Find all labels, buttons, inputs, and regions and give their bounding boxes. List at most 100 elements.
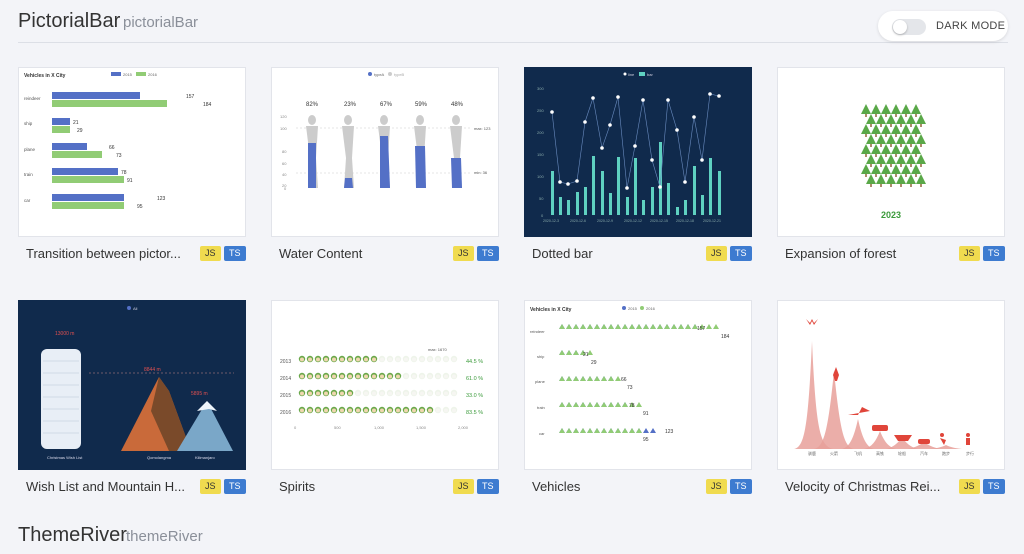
vehicle-icon [594, 402, 600, 407]
vehicle-icon [587, 402, 593, 407]
card-title[interactable]: Dotted bar [532, 246, 593, 261]
svg-text:2,000: 2,000 [458, 425, 469, 430]
js-badge[interactable]: JS [706, 246, 727, 261]
vehicle-icon [587, 428, 593, 433]
example-card-water-content[interactable]: typeA typeB 82% 23% 67% 59% 48% 120 100 … [271, 67, 499, 261]
tree-icon [896, 114, 906, 127]
vehicle-icon [608, 324, 614, 329]
ts-badge[interactable]: TS [730, 246, 752, 261]
card-title[interactable]: Expansion of forest [785, 246, 897, 261]
ts-badge[interactable]: TS [730, 479, 752, 494]
js-badge[interactable]: JS [453, 246, 474, 261]
card-title[interactable]: Water Content [279, 246, 363, 261]
vehicle-icon [559, 350, 565, 355]
example-card-transition[interactable]: Vehicles in X City 2015 2016 reindeer 15… [18, 67, 246, 261]
card-title[interactable]: Velocity of Christmas Rei... [785, 479, 941, 494]
svg-text:29: 29 [591, 360, 597, 366]
js-badge[interactable]: JS [200, 479, 221, 494]
ts-badge[interactable]: TS [983, 479, 1005, 494]
thumbnail[interactable]: 2023 [777, 67, 1005, 237]
example-card-wish-list[interactable]: All 13000 m 8844 m 5895 m Christmas Wish… [18, 300, 246, 494]
toggle-track[interactable] [892, 19, 926, 35]
js-badge[interactable]: JS [200, 246, 221, 261]
example-card-forest[interactable]: 2023 Expansion of forest JS TS [777, 67, 1005, 261]
tree-icon [876, 134, 886, 147]
svg-text:car: car [24, 198, 31, 203]
train-icon [872, 425, 888, 431]
vehicle-icon [573, 350, 579, 355]
svg-text:50: 50 [539, 196, 544, 201]
thumbnail[interactable]: 驯鹿 火箭 飞机 高铁 轮船 汽车 跑步 步行 [777, 300, 1005, 470]
svg-text:2015: 2015 [280, 393, 291, 399]
vehicle-icon [573, 428, 579, 433]
card-title[interactable]: Transition between pictor... [26, 246, 181, 261]
svg-text:83.5 %: 83.5 % [466, 410, 483, 416]
example-card-velocity[interactable]: 驯鹿 火箭 飞机 高铁 轮船 汽车 跑步 步行 Velocity of Chri… [777, 300, 1005, 494]
svg-text:59%: 59% [415, 102, 428, 108]
peak-reindeer [794, 341, 834, 449]
svg-text:ship: ship [537, 354, 545, 359]
svg-text:200: 200 [537, 130, 544, 135]
thumbnail[interactable]: Vehicles in X City 2015 2016 reindeer 15… [18, 67, 246, 237]
svg-text:汽车: 汽车 [920, 450, 928, 456]
vehicle-icon [650, 428, 656, 433]
ts-badge[interactable]: TS [224, 479, 246, 494]
tree-icon [866, 154, 876, 167]
svg-text:60: 60 [282, 161, 287, 166]
vehicle-icon [587, 376, 593, 381]
ts-badge[interactable]: TS [477, 479, 499, 494]
svg-text:typeB: typeB [394, 72, 405, 77]
tree-icon [871, 164, 881, 177]
svg-text:reindeer: reindeer [530, 329, 545, 334]
card-title[interactable]: Vehicles [532, 479, 581, 494]
tree-icon [881, 124, 891, 137]
example-card-spirits[interactable]: max: 1670 2013 2014 2015 2016 44.5 % 61.… [271, 300, 499, 494]
tree-icons [861, 104, 926, 187]
svg-text:reindeer: reindeer [24, 96, 41, 101]
vehicle-icon [559, 428, 565, 433]
section-subtitle: pictorialBar [123, 14, 199, 31]
tree-icon [861, 164, 871, 177]
vehicle-icon [573, 324, 579, 329]
tree-icon [891, 164, 901, 177]
example-card-vehicles[interactable]: Vehicles in X City 2015 2016 reindeer sh… [524, 300, 752, 494]
example-card-dotted-bar[interactable]: line bar 300 250 200 150 100 50 0 [524, 67, 752, 261]
js-badge[interactable]: JS [959, 479, 980, 494]
svg-text:Christmas Wish List: Christmas Wish List [47, 455, 83, 460]
vehicle-icon [615, 324, 621, 329]
section-title: PictorialBar [18, 10, 121, 32]
js-badge[interactable]: JS [453, 479, 474, 494]
card-title[interactable]: Wish List and Mountain H... [26, 479, 185, 494]
svg-text:All: All [133, 306, 138, 311]
svg-text:line: line [628, 72, 635, 77]
tree-icon [886, 134, 896, 147]
section-subtitle: themeRiver [126, 528, 203, 545]
ts-badge[interactable]: TS [477, 246, 499, 261]
svg-text:car: car [539, 431, 545, 436]
svg-text:1,000: 1,000 [374, 425, 385, 430]
ts-badge[interactable]: TS [224, 246, 246, 261]
svg-text:13000 m: 13000 m [55, 331, 74, 337]
thumbnail[interactable]: Vehicles in X City 2015 2016 reindeer sh… [524, 300, 752, 470]
svg-text:跑步: 跑步 [942, 450, 950, 456]
svg-text:73: 73 [627, 385, 633, 391]
svg-text:157: 157 [186, 94, 195, 100]
runner-icon [940, 433, 944, 437]
svg-text:5895 m: 5895 m [191, 391, 208, 397]
svg-text:250: 250 [537, 108, 544, 113]
vehicle-icon [629, 402, 635, 407]
svg-text:typeA: typeA [374, 72, 385, 77]
thumbnail[interactable]: All 13000 m 8844 m 5895 m Christmas Wish… [18, 300, 246, 470]
tree-icon [876, 154, 886, 167]
dark-mode-toggle[interactable]: DARK MODE [878, 11, 1008, 41]
vehicle-icon [580, 376, 586, 381]
card-title[interactable]: Spirits [279, 479, 316, 494]
thumbnail[interactable]: typeA typeB 82% 23% 67% 59% 48% 120 100 … [271, 67, 499, 237]
js-badge[interactable]: JS [959, 246, 980, 261]
vehicle-icon [629, 428, 635, 433]
js-badge[interactable]: JS [706, 479, 727, 494]
thumbnail[interactable]: max: 1670 2013 2014 2015 2016 44.5 % 61.… [271, 300, 499, 470]
ts-badge[interactable]: TS [983, 246, 1005, 261]
svg-text:150: 150 [537, 152, 544, 157]
thumbnail[interactable]: line bar 300 250 200 150 100 50 0 [524, 67, 752, 237]
